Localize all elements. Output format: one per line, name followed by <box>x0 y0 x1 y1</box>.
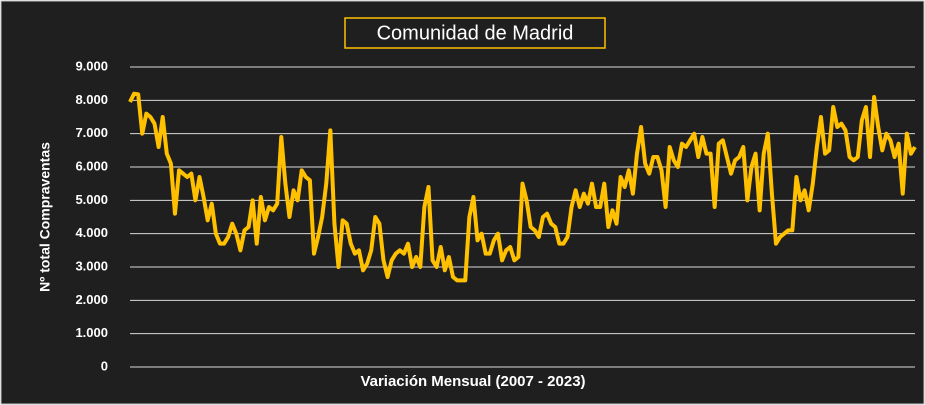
y-tick-label: 8.000 <box>75 92 108 107</box>
chart-title: Comunidad de Madrid <box>377 22 574 44</box>
title-box <box>344 17 606 49</box>
y-tick-label: 4.000 <box>75 225 108 240</box>
data-line <box>128 91 917 283</box>
y-tick-label: 5.000 <box>75 192 108 207</box>
y-axis-label: Nº total Compraventas <box>37 142 53 292</box>
y-tick-label: 0 <box>101 358 108 373</box>
y-tick-label: 3.000 <box>75 258 108 273</box>
x-axis-label: Variación Mensual (2007 - 2023) <box>360 373 585 390</box>
y-tick-label: 6.000 <box>75 158 108 173</box>
y-tick-label: 9.000 <box>75 58 108 73</box>
y-tick-label: 2.000 <box>75 292 108 307</box>
y-tick-label: 1.000 <box>75 325 108 340</box>
y-tick-label: 7.000 <box>75 125 108 140</box>
